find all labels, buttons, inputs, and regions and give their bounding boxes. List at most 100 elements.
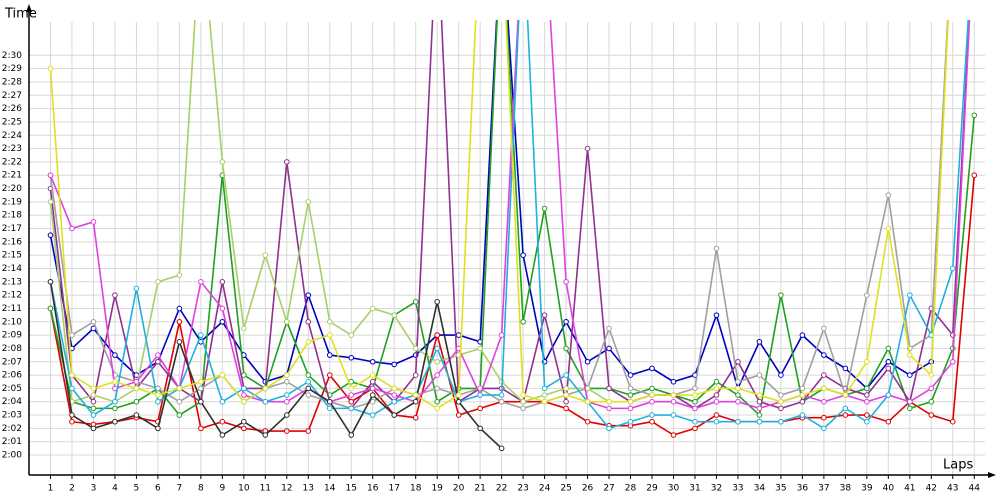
x-tick-label: 39 [861, 484, 873, 494]
data-point [348, 332, 355, 338]
data-point [756, 412, 763, 418]
data-point [756, 405, 763, 412]
data-point [112, 418, 118, 425]
data-point [541, 312, 548, 318]
data-point [369, 372, 376, 378]
data-point [155, 425, 161, 432]
data-point [778, 418, 784, 425]
data-point [133, 285, 140, 292]
data-point [971, 172, 978, 179]
data-point [477, 425, 483, 432]
data-point [47, 232, 54, 238]
data-point [928, 412, 935, 418]
x-tick-label: 23 [517, 484, 528, 494]
data-point [498, 445, 505, 452]
data-point [864, 398, 870, 405]
data-point [949, 358, 956, 365]
data-point [241, 385, 247, 392]
data-point [434, 385, 440, 392]
data-point [627, 398, 634, 405]
series-line [49, 281, 503, 449]
series-line [49, 20, 976, 417]
x-tick-label: 22 [496, 484, 507, 494]
data-point [241, 425, 247, 432]
data-point [756, 372, 763, 378]
x-tick-label: 17 [388, 484, 399, 494]
data-point [756, 418, 763, 425]
data-point [133, 412, 140, 418]
data-point [412, 414, 419, 421]
y-tick-label: 2:30 [2, 51, 22, 61]
data-point [47, 172, 54, 179]
data-point [219, 279, 226, 285]
data-point [778, 372, 784, 378]
data-point [155, 352, 161, 358]
data-point [627, 392, 634, 398]
data-point [198, 398, 204, 405]
x-tick-label: 4 [112, 484, 118, 494]
data-point [391, 412, 398, 418]
data-point [155, 398, 161, 405]
data-point [864, 385, 870, 392]
data-point [799, 385, 806, 392]
data-point [799, 398, 806, 405]
data-point [241, 325, 247, 332]
x-tick-label: 27 [603, 484, 614, 494]
data-point [563, 392, 569, 398]
data-point [477, 392, 483, 398]
data-point [735, 392, 741, 398]
data-point [885, 358, 892, 365]
x-tick-label: 42 [926, 484, 937, 494]
data-point [262, 385, 269, 392]
data-point [241, 418, 247, 425]
data-point [842, 365, 849, 372]
data-point [842, 392, 849, 398]
data-point [90, 385, 97, 392]
data-point [756, 392, 763, 398]
x-tick-label: 12 [281, 484, 292, 494]
data-point [391, 392, 398, 398]
data-point [283, 318, 290, 325]
data-point [821, 325, 827, 332]
data-point [326, 398, 333, 405]
data-point [90, 412, 97, 418]
data-point [198, 332, 204, 338]
data-point [283, 378, 290, 385]
data-point [821, 372, 827, 378]
data-point [541, 398, 548, 405]
data-point [864, 392, 870, 398]
data-point [434, 405, 440, 412]
x-tick-label: 31 [689, 484, 700, 494]
data-point [47, 305, 54, 312]
data-point [928, 398, 935, 405]
data-point [176, 412, 183, 418]
x-tick-label: 35 [775, 484, 786, 494]
data-point [305, 338, 312, 345]
plot-area [47, 20, 978, 452]
data-point [219, 159, 226, 165]
y-tick-label: 2:09 [2, 331, 22, 341]
data-point [369, 398, 376, 405]
data-point [563, 318, 569, 325]
data-point [112, 378, 118, 385]
data-point [520, 398, 526, 405]
data-point [649, 418, 655, 425]
x-tick-label: 41 [904, 484, 915, 494]
data-point [713, 398, 720, 405]
y-tick-label: 2:20 [2, 184, 22, 194]
data-point [47, 279, 54, 285]
data-point [434, 332, 440, 338]
data-point [176, 318, 183, 325]
data-point [885, 418, 892, 425]
data-point [369, 358, 376, 365]
data-point [112, 352, 118, 358]
x-tick-label: 40 [883, 484, 895, 494]
data-point [283, 159, 290, 165]
y-tick-label: 2:07 [2, 357, 22, 367]
data-point [520, 405, 526, 412]
y-tick-label: 2:03 [2, 411, 22, 421]
data-point [69, 418, 75, 425]
data-point [864, 358, 870, 365]
data-point [90, 392, 97, 398]
x-tick-label: 16 [367, 484, 379, 494]
